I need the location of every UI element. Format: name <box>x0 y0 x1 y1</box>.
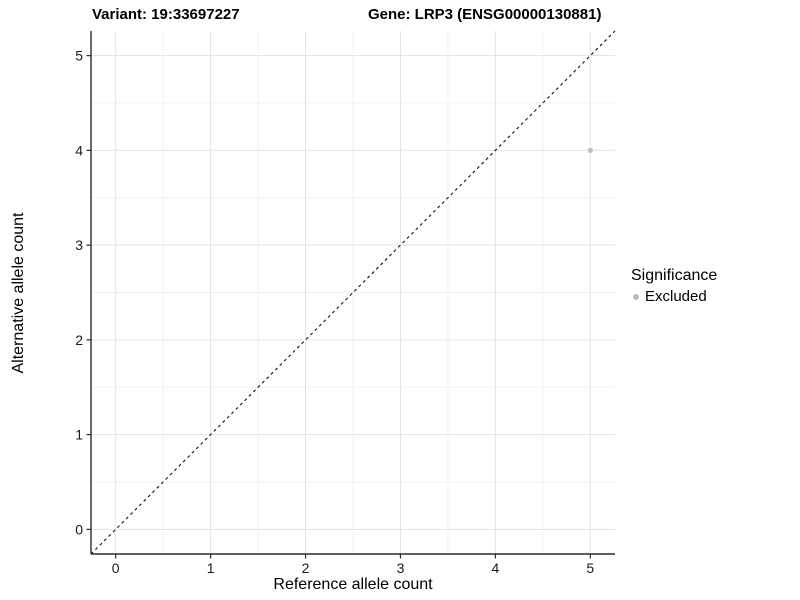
y-axis-title: Alternative allele count <box>10 212 27 374</box>
y-tick-label: 1 <box>75 427 83 443</box>
legend: Significance Excluded <box>631 267 717 305</box>
legend-point-icon <box>633 293 639 300</box>
gene-title: Gene: LRP3 (ENSG00000130881) <box>368 6 602 23</box>
x-tick-label: 3 <box>397 560 405 576</box>
variant-title: Variant: 19:33697227 <box>92 6 240 23</box>
y-tick-label: 5 <box>75 48 83 64</box>
y-tick-label: 2 <box>75 332 83 348</box>
x-tick-label: 0 <box>112 560 120 576</box>
y-tick-label: 3 <box>75 237 83 253</box>
x-tick-label: 4 <box>491 560 499 576</box>
legend-title: Significance <box>631 267 718 284</box>
x-tick-label: 2 <box>302 560 310 576</box>
data-point <box>587 147 593 153</box>
y-tick-label: 0 <box>75 521 83 537</box>
x-tick-label: 5 <box>586 560 594 576</box>
x-tick-label: 1 <box>207 560 215 576</box>
legend-item-label: Excluded <box>645 288 707 305</box>
x-axis-title: Reference allele count <box>273 576 433 593</box>
y-tick-label: 4 <box>75 142 83 158</box>
legend-item-excluded: Excluded <box>631 288 717 305</box>
